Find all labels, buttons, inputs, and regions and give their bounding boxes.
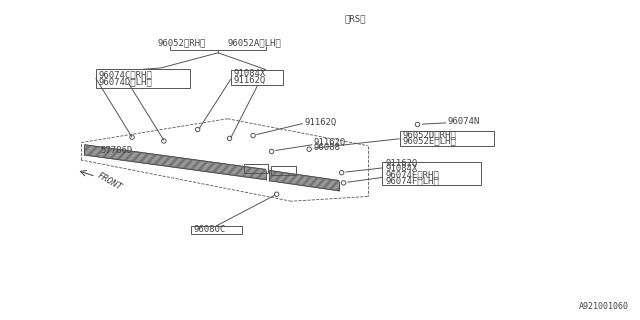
- Text: 96052D＜RH＞: 96052D＜RH＞: [403, 130, 456, 139]
- Bar: [244, 164, 268, 173]
- Text: 96074C＜RH＞: 96074C＜RH＞: [99, 70, 152, 79]
- Text: 91162Q: 91162Q: [304, 118, 336, 127]
- Text: 96088: 96088: [314, 143, 340, 152]
- Text: A921001060: A921001060: [579, 302, 629, 311]
- Text: 91084X: 91084X: [386, 164, 418, 173]
- Text: 96074D＜LH＞: 96074D＜LH＞: [99, 77, 152, 86]
- Bar: [96, 69, 190, 88]
- Text: 96052E＜LH＞: 96052E＜LH＞: [403, 136, 456, 145]
- Text: 91162Q: 91162Q: [314, 138, 346, 147]
- Bar: [383, 162, 481, 185]
- Bar: [191, 226, 243, 234]
- Text: 91162Q: 91162Q: [234, 76, 266, 84]
- Text: 96074E＜RH＞: 96074E＜RH＞: [386, 171, 440, 180]
- Bar: [231, 69, 283, 85]
- Bar: [399, 132, 494, 146]
- Text: FRONT: FRONT: [96, 171, 124, 192]
- Bar: [271, 166, 296, 175]
- Text: （RS）: （RS）: [344, 14, 366, 23]
- Text: 96052＜RH＞: 96052＜RH＞: [157, 38, 206, 47]
- Text: 57786D: 57786D: [100, 146, 132, 155]
- Text: 91162Q: 91162Q: [386, 159, 418, 168]
- Text: 91084X: 91084X: [234, 69, 266, 78]
- Text: 96074N: 96074N: [447, 117, 480, 126]
- Text: 96074F＜LH＞: 96074F＜LH＞: [386, 177, 440, 186]
- Text: 96080C: 96080C: [194, 225, 226, 234]
- Text: 96052A＜LH＞: 96052A＜LH＞: [228, 38, 282, 47]
